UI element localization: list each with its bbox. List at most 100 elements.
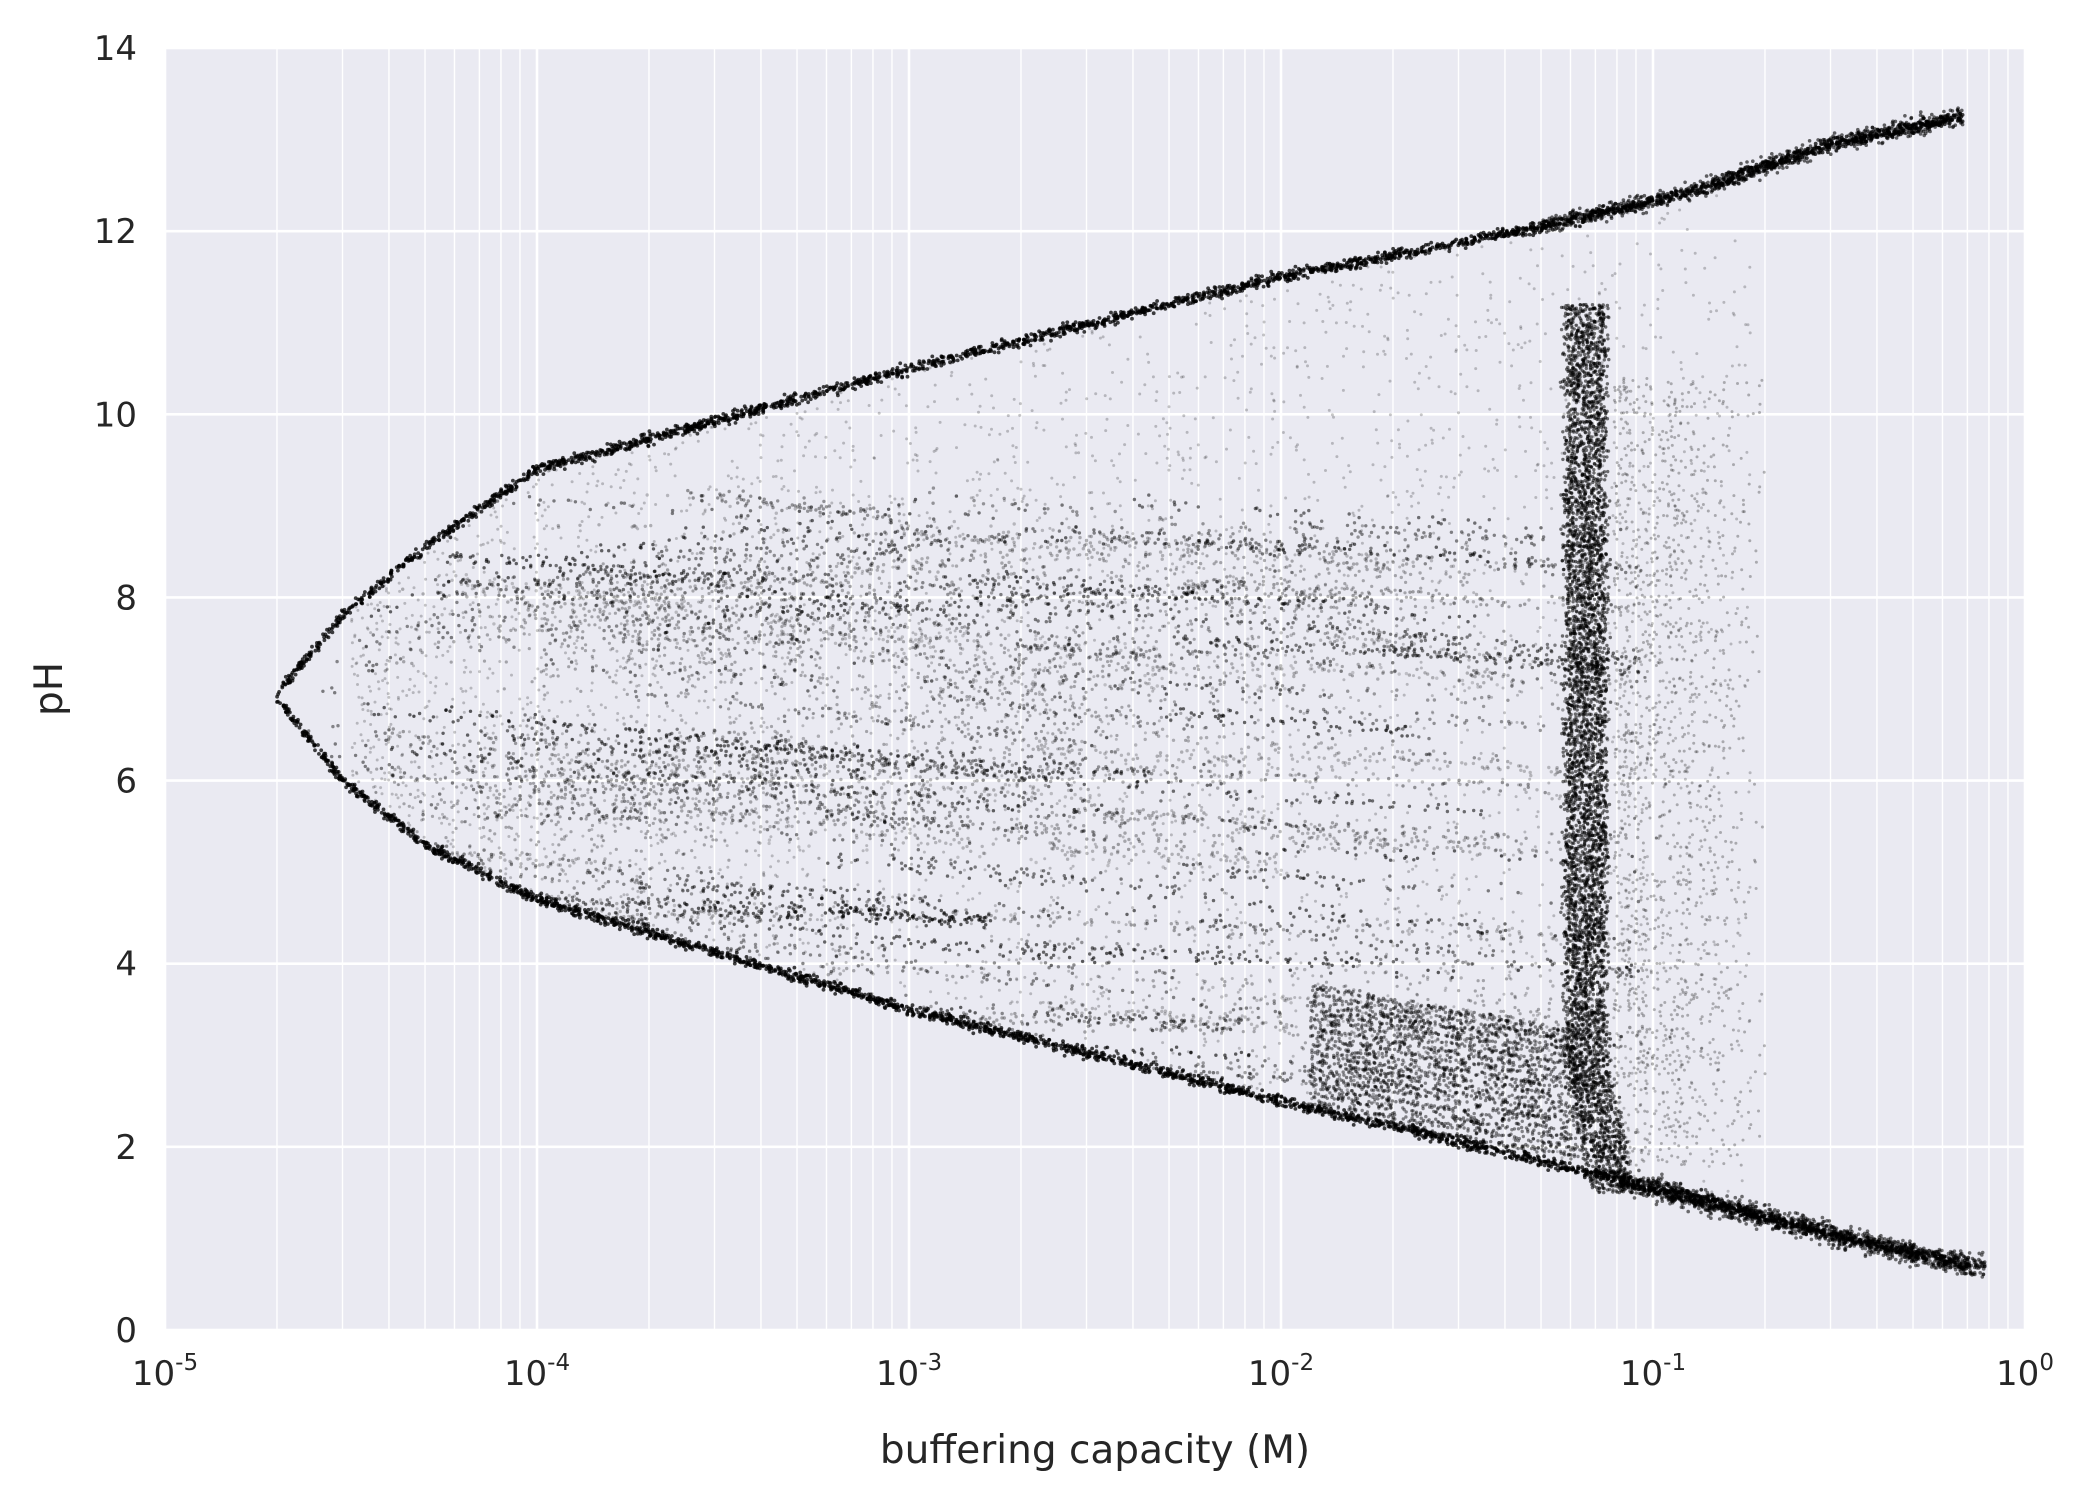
data-point — [368, 803, 372, 807]
data-point — [1350, 265, 1354, 269]
data-point — [1323, 270, 1327, 274]
data-point — [1017, 338, 1021, 342]
data-point — [527, 470, 531, 474]
data-point — [855, 993, 859, 997]
data-point — [1130, 317, 1134, 321]
data-point — [610, 452, 614, 456]
data-point — [338, 621, 342, 625]
data-point — [871, 995, 875, 999]
data-point — [1000, 345, 1004, 349]
data-point — [328, 769, 332, 773]
data-point — [661, 931, 665, 935]
data-point — [1061, 321, 1065, 325]
data-point — [616, 447, 620, 451]
data-point — [462, 517, 466, 521]
data-point — [1471, 239, 1475, 243]
data-point — [382, 576, 386, 580]
data-point — [373, 586, 377, 590]
data-point — [606, 450, 610, 454]
data-point — [1533, 231, 1537, 235]
data-point — [896, 371, 900, 375]
data-point — [462, 865, 466, 869]
data-point — [1531, 221, 1535, 225]
data-point — [331, 625, 335, 629]
data-point — [1266, 283, 1270, 287]
data-point — [348, 790, 352, 794]
data-point — [309, 735, 313, 739]
data-point — [287, 681, 291, 685]
data-point — [346, 783, 350, 787]
data-point — [1022, 1041, 1026, 1045]
data-point — [310, 645, 314, 649]
data-point — [696, 432, 700, 436]
data-point — [1063, 1054, 1067, 1058]
data-point — [1413, 250, 1417, 254]
data-point — [674, 945, 678, 949]
data-point — [912, 1013, 916, 1017]
data-point — [618, 927, 622, 931]
data-point — [1148, 1069, 1152, 1073]
data-point — [441, 529, 445, 533]
data-point — [1081, 1044, 1085, 1048]
data-point — [598, 451, 602, 455]
data-point — [655, 928, 659, 932]
data-point — [865, 382, 869, 386]
data-point — [1081, 322, 1085, 326]
data-point — [1058, 335, 1062, 339]
data-point — [581, 452, 585, 456]
data-point — [1283, 1099, 1287, 1103]
data-point — [386, 579, 390, 583]
data-point — [986, 1021, 990, 1025]
data-point — [1353, 256, 1357, 260]
data-point — [1047, 1043, 1051, 1047]
data-point — [275, 695, 279, 699]
data-point — [1207, 1082, 1211, 1086]
data-point — [1528, 233, 1532, 237]
data-point — [836, 391, 840, 395]
data-point — [1250, 277, 1254, 281]
data-point — [1107, 1056, 1111, 1060]
data-point — [280, 684, 284, 688]
data-point — [1291, 269, 1295, 273]
data-point — [367, 592, 371, 596]
data-point — [1109, 311, 1113, 315]
data-point — [421, 547, 425, 551]
data-point — [536, 467, 540, 471]
data-point — [669, 429, 673, 433]
data-point — [453, 520, 457, 524]
data-point — [909, 1006, 913, 1010]
data-point — [738, 958, 742, 962]
data-point — [639, 441, 643, 445]
data-point — [835, 381, 839, 385]
data-point — [1497, 232, 1501, 236]
data-point — [1117, 1056, 1121, 1060]
data-point — [642, 433, 646, 437]
data-point — [805, 984, 809, 988]
data-point — [354, 596, 358, 600]
data-point — [534, 470, 538, 474]
data-point — [515, 480, 519, 484]
data-point — [1227, 1090, 1231, 1094]
data-point — [529, 898, 533, 902]
data-point — [480, 874, 484, 878]
data-point — [891, 372, 895, 376]
data-point — [815, 395, 819, 399]
data-point — [1065, 320, 1069, 324]
data-point — [1437, 244, 1441, 248]
data-point — [1033, 339, 1037, 343]
data-point — [1154, 303, 1158, 307]
data-point — [1427, 1131, 1431, 1135]
data-point — [996, 1028, 1000, 1032]
data-point — [1427, 251, 1431, 255]
data-point — [978, 1030, 982, 1034]
data-point — [1231, 290, 1235, 294]
data-point — [1582, 1169, 1586, 1173]
data-point — [1174, 296, 1178, 300]
data-point — [464, 514, 468, 518]
data-point — [960, 357, 964, 361]
data-point — [1039, 1038, 1043, 1042]
data-point — [1189, 301, 1193, 305]
data-point — [441, 845, 445, 849]
data-point — [670, 934, 674, 938]
data-point — [865, 997, 869, 1001]
